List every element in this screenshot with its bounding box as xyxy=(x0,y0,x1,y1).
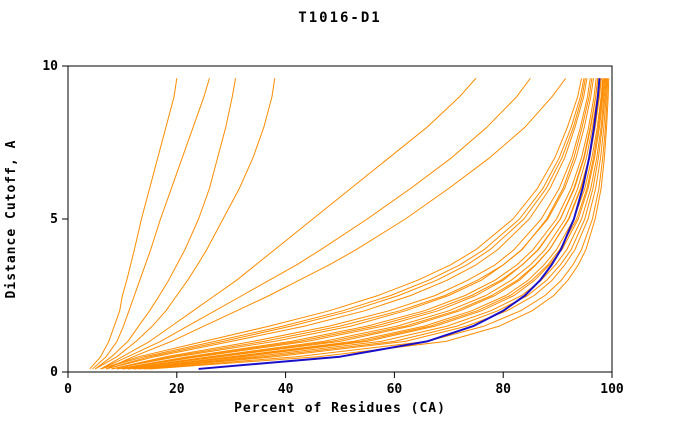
x-tick-label: 0 xyxy=(64,382,72,397)
x-tick-label: 60 xyxy=(387,382,403,397)
model-curve xyxy=(105,78,588,370)
model-curve xyxy=(100,77,477,370)
model-curve xyxy=(105,77,567,370)
model-curve xyxy=(127,78,604,370)
model-curve xyxy=(111,78,591,370)
model-curve xyxy=(116,78,599,370)
y-tick-label: 5 xyxy=(50,212,58,227)
y-tick-label: 0 xyxy=(50,365,58,380)
model-curve xyxy=(149,78,610,370)
x-tick-label: 80 xyxy=(495,382,511,397)
x-tick-label: 100 xyxy=(600,382,624,397)
model-curve xyxy=(100,78,585,370)
model-curve xyxy=(94,78,276,370)
model-curve xyxy=(105,78,586,370)
model-curve xyxy=(127,78,604,370)
model-curve xyxy=(111,78,594,370)
chart-title: T1016-D1 xyxy=(298,10,382,26)
model-curve xyxy=(92,78,210,370)
model-curve xyxy=(133,78,607,370)
model-curve xyxy=(89,78,178,370)
model-curve xyxy=(144,78,609,370)
model-curve xyxy=(138,78,608,370)
model-curve xyxy=(127,78,605,370)
model-curve xyxy=(111,78,593,370)
x-tick-label: 20 xyxy=(169,382,185,397)
model-curve xyxy=(94,78,237,370)
model-curve xyxy=(133,78,606,370)
model-curve xyxy=(122,78,600,370)
model-curve xyxy=(116,78,597,370)
model-curve xyxy=(100,77,531,370)
highlighted-model-curve xyxy=(198,78,601,370)
model-curve xyxy=(100,78,583,370)
y-tick-label: 10 xyxy=(42,59,58,74)
x-tick-label: 40 xyxy=(278,382,294,397)
x-axis-label: Percent of Residues (CA) xyxy=(234,401,446,416)
